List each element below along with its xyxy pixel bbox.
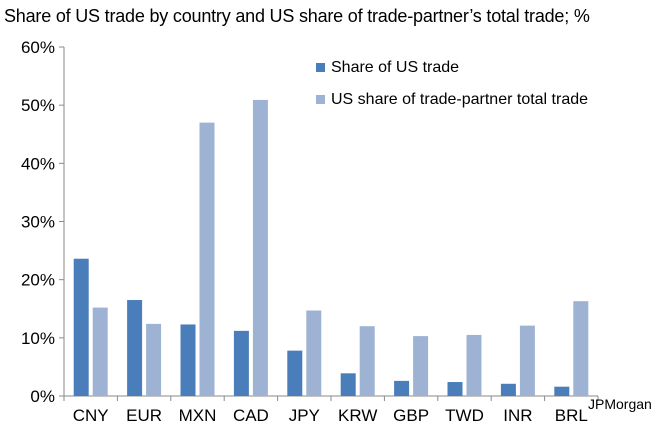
bar-us-share-of-partner-trade-twd [466, 334, 482, 396]
bar-us-share-of-partner-trade-jpy [306, 310, 322, 396]
bar-us-share-of-partner-trade-inr [519, 325, 535, 396]
x-tick-label-eur: EUR [126, 406, 162, 425]
bar-share-of-us-trade-gbp [394, 380, 410, 396]
bar-us-share-of-partner-trade-mxn [199, 122, 215, 396]
x-tick-label-cny: CNY [73, 406, 109, 425]
legend-label: Share of US trade [331, 59, 459, 76]
x-tick-label-inr: INR [503, 406, 532, 425]
bar-us-share-of-partner-trade-gbp [413, 336, 429, 396]
y-tick-label: 60% [21, 38, 55, 57]
legend-swatch [316, 95, 325, 104]
bar-us-share-of-partner-trade-brl [573, 301, 589, 396]
chart-title: Share of US trade by country and US shar… [4, 6, 590, 26]
bar-share-of-us-trade-cad [233, 330, 249, 396]
x-tick-label-cad: CAD [233, 406, 269, 425]
bar-share-of-us-trade-twd [447, 382, 463, 396]
y-tick-label: 10% [21, 329, 55, 348]
x-tick-label-brl: BRL [555, 406, 588, 425]
bar-share-of-us-trade-cny [73, 258, 89, 396]
x-tick-label-twd: TWD [445, 406, 484, 425]
bar-us-share-of-partner-trade-cny [92, 307, 108, 396]
y-tick-label: 30% [21, 213, 55, 232]
bar-us-share-of-partner-trade-eur [146, 323, 162, 396]
x-tick-label-jpy: JPY [289, 406, 320, 425]
y-tick-label: 0% [30, 387, 55, 406]
x-tick-label-gbp: GBP [393, 406, 429, 425]
bar-share-of-us-trade-mxn [180, 324, 196, 396]
source-label: JPMorgan [588, 396, 652, 412]
bar-us-share-of-partner-trade-cad [252, 99, 268, 396]
y-tick-label: 40% [21, 154, 55, 173]
legend-label: US share of trade-partner total trade [331, 91, 588, 108]
bar-share-of-us-trade-krw [340, 373, 356, 396]
y-tick-label: 50% [21, 96, 55, 115]
y-tick-label: 20% [21, 271, 55, 290]
bar-share-of-us-trade-inr [500, 383, 516, 396]
bar-share-of-us-trade-eur [127, 300, 143, 396]
bar-us-share-of-partner-trade-krw [359, 326, 375, 396]
legend-swatch [316, 63, 325, 72]
bar-share-of-us-trade-brl [554, 386, 570, 396]
bar-share-of-us-trade-jpy [287, 350, 303, 396]
x-tick-label-krw: KRW [338, 406, 377, 425]
x-tick-label-mxn: MXN [179, 406, 217, 425]
